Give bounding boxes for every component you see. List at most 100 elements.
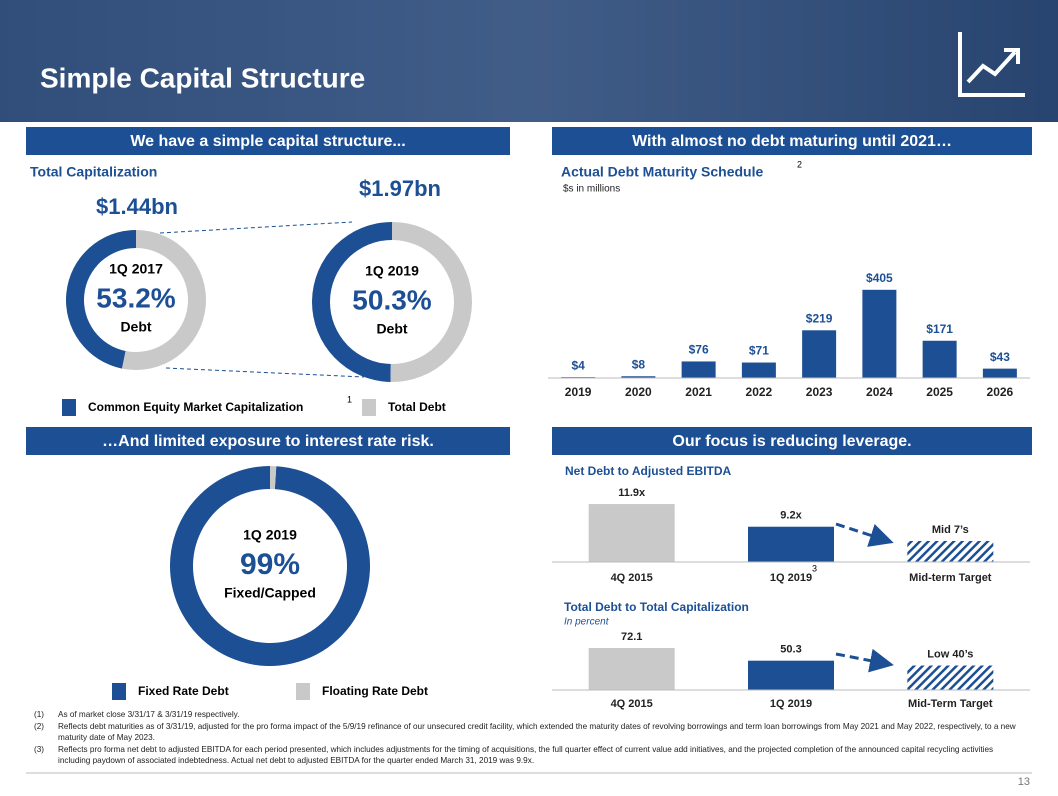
arrow [835, 648, 894, 673]
donut-segment [270, 466, 277, 490]
donut-name: 1Q 2017 [109, 261, 163, 277]
footnote: (1) As of market close 3/31/17 & 3/31/19 … [34, 709, 1024, 721]
chart-title: Total Debt to Total Capitalization [564, 600, 749, 614]
bar [748, 660, 834, 690]
total-label: $1.44bn [96, 194, 178, 219]
value-label: 72.1 [621, 631, 642, 643]
value-label: $71 [749, 344, 769, 358]
donut-segment [312, 222, 392, 382]
value-label: 11.9x [618, 487, 646, 499]
footnote: (3) Reflects pro forma net debt to adjust… [34, 744, 1024, 767]
donut-segment [66, 230, 136, 369]
x-tick-label: 4Q 2015 [611, 698, 653, 710]
footnote-marker: 2 [797, 159, 802, 169]
legend-label: Floating Rate Debt [322, 684, 428, 698]
section-bar [552, 427, 1032, 455]
footnote-marker: 1 [347, 394, 352, 404]
bar [681, 361, 716, 378]
section-title: With almost no debt maturing until 2021… [632, 133, 952, 150]
donut-segment [390, 222, 473, 382]
page-title: Simple Capital Structure [40, 62, 365, 93]
section-title: Our focus is reducing leverage. [672, 433, 911, 450]
bar [982, 368, 1017, 378]
legend-label: Fixed Rate Debt [138, 684, 229, 698]
bar [907, 665, 994, 690]
section-bar [26, 127, 510, 155]
legend-swatch [62, 399, 76, 416]
value-label: $8 [632, 357, 646, 371]
footnote-text: Reflects pro forma net debt to adjusted … [58, 744, 994, 766]
bar [862, 289, 897, 378]
x-tick-label: 1Q 2019 [770, 698, 812, 710]
connector [165, 367, 365, 378]
chart-subtitle: $s in millions [563, 184, 620, 195]
footnote-label: (1) [34, 710, 45, 719]
donut-name: 1Q 2019 [365, 263, 419, 279]
header-background [0, 0, 1058, 122]
value-label: $405 [866, 271, 893, 285]
donut-caption: Fixed/Capped [224, 585, 316, 601]
header-shade [0, 0, 1058, 122]
donut-name: 1Q 2019 [243, 527, 297, 543]
value-label: Mid 7’s [932, 524, 969, 536]
x-tick-label: 2019 [565, 385, 592, 399]
page-number: 13 [1018, 776, 1030, 788]
value-label: $76 [689, 343, 709, 357]
value-label: $43 [990, 350, 1010, 364]
bar [741, 362, 776, 378]
legend-label: Common Equity Market Capitalization [88, 400, 303, 414]
chart-title: Net Debt to Adjusted EBITDA [565, 464, 732, 478]
footnote-text: Reflects debt maturities as of 3/31/19, … [58, 721, 1016, 743]
connector [159, 221, 353, 234]
x-tick-label: 2021 [685, 385, 712, 399]
donut-value-label: 99% [240, 548, 300, 581]
chart-subtitle: In percent [564, 617, 610, 628]
bar [922, 340, 957, 378]
bar [588, 647, 675, 690]
chart-icon [958, 32, 1025, 97]
x-tick-label: 2025 [926, 385, 953, 399]
chart-title: Actual Debt Maturity Schedule [561, 164, 763, 180]
x-tick-label: 2023 [806, 385, 833, 399]
value-label: $171 [926, 322, 953, 336]
x-tick-label: 2026 [987, 385, 1014, 399]
value-label: 50.3 [780, 644, 801, 656]
x-tick-label: 2020 [625, 385, 652, 399]
x-tick-label: 1Q 2019 [770, 572, 812, 584]
section-title: …And limited exposure to interest rate r… [102, 433, 434, 450]
donut-caption: Debt [376, 321, 407, 337]
legend-swatch [296, 683, 310, 700]
legend-swatch [362, 399, 376, 416]
bar [621, 376, 656, 378]
footnote-text: As of market close 3/31/17 & 3/31/19 res… [58, 710, 240, 719]
arrow [835, 522, 894, 547]
x-tick-label: 4Q 2015 [611, 572, 653, 584]
donut-value-label: 53.2% [96, 282, 175, 313]
footnote-marker: 3 [812, 563, 817, 573]
bar [802, 330, 837, 378]
x-tick-label: 2024 [866, 385, 893, 399]
bar [748, 526, 834, 562]
footnote-label: (3) [34, 744, 45, 754]
value-label: $219 [806, 311, 833, 325]
bar [588, 504, 675, 562]
value-label: Low 40’s [927, 648, 973, 660]
legend-swatch [112, 683, 126, 700]
x-tick-label: 2022 [746, 385, 773, 399]
footnote-label: (2) [34, 721, 45, 731]
donut-segment [122, 229, 207, 370]
value-label: 9.2x [780, 510, 802, 522]
total-label: $1.97bn [359, 176, 441, 201]
x-tick-label: Mid-term Target [909, 572, 992, 584]
section-bar [552, 127, 1032, 155]
value-label: $4 [571, 358, 585, 372]
legend-label: Total Debt [388, 400, 446, 414]
section-title: We have a simple capital structure... [130, 133, 405, 150]
chart-title: Total Capitalization [30, 164, 157, 180]
x-tick-label: Mid-Term Target [908, 698, 993, 710]
bar [907, 541, 994, 562]
section-bar [26, 427, 510, 455]
footnote: (2) Reflects debt maturities as of 3/31/1… [34, 721, 1024, 744]
